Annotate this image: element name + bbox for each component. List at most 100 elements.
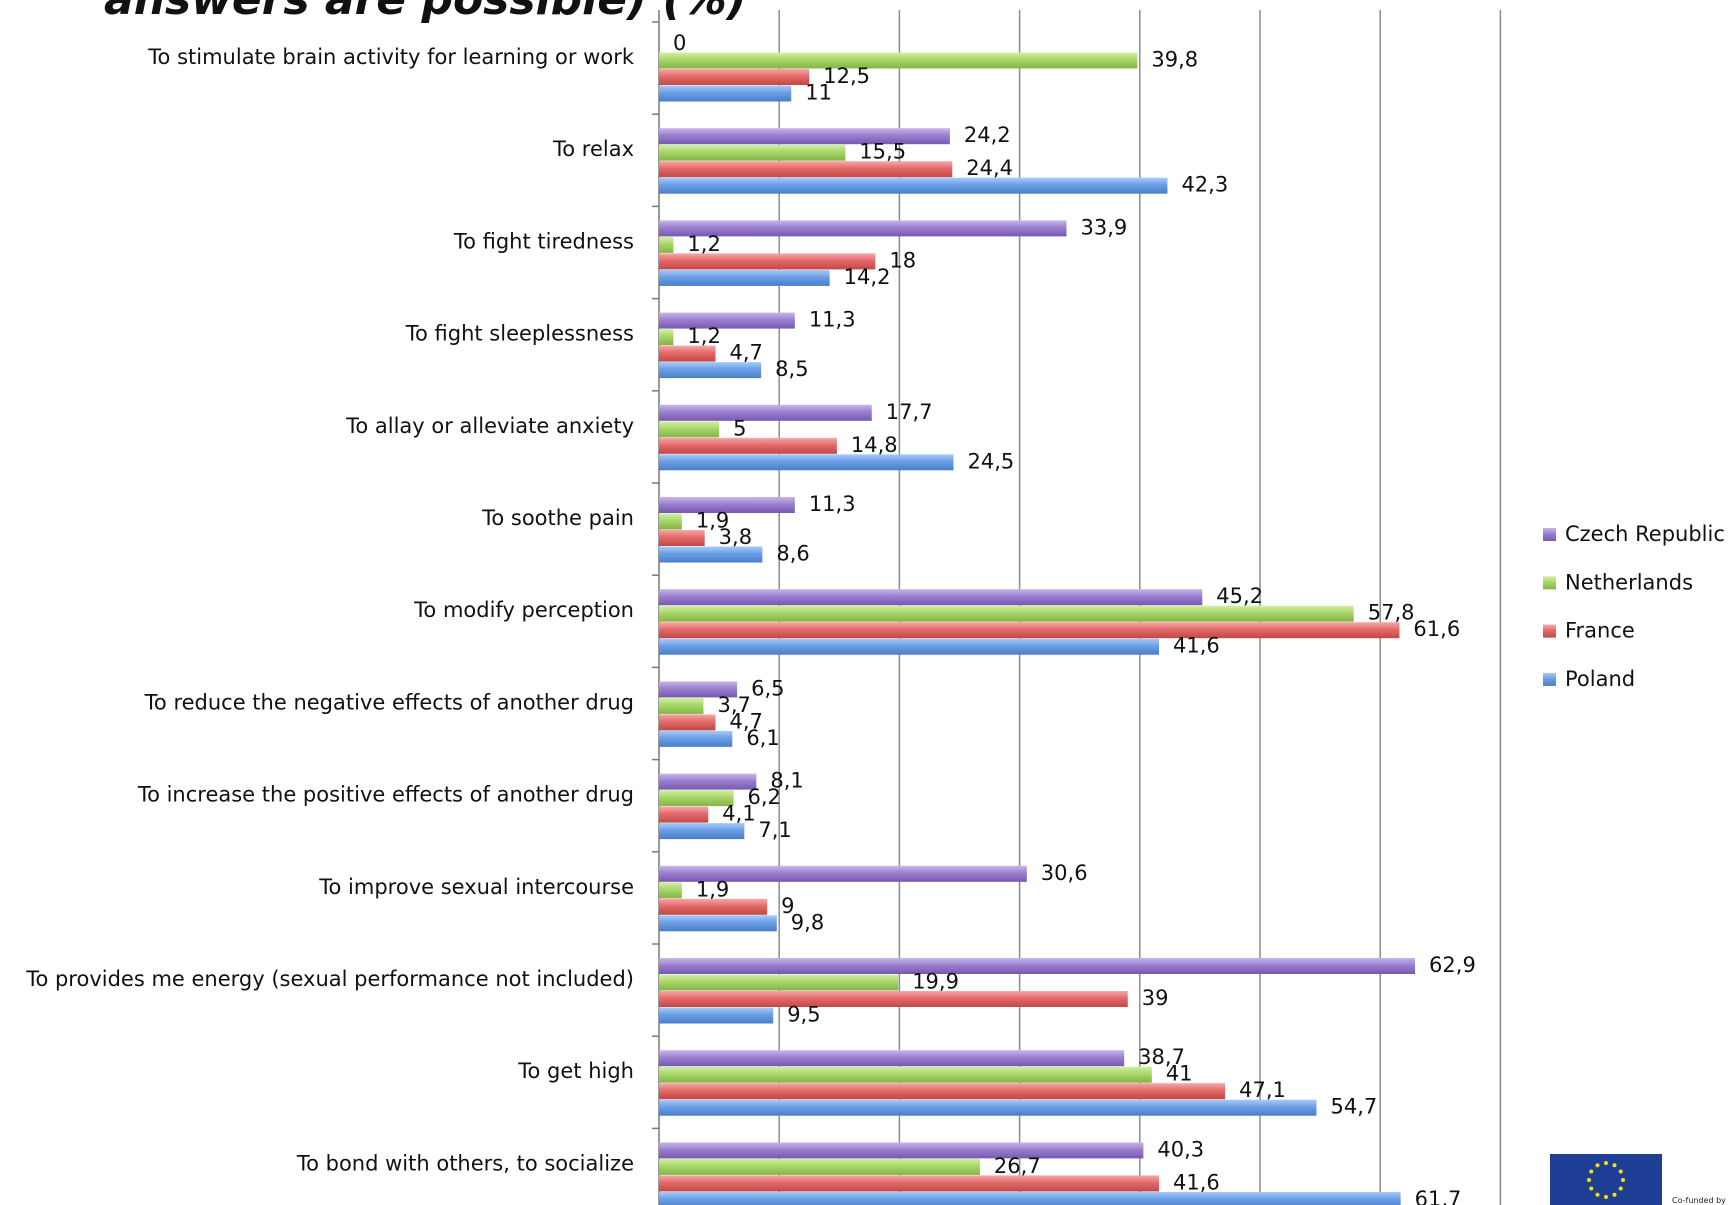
category-label-to-stimulate-brain-activity-for-learning-or-work: To stimulate brain activity for learning… [147,45,635,69]
bar-france-to-soothe-pain [659,530,705,546]
bar-netherlands-to-fight-tiredness [659,236,674,253]
value-label-poland-to-get-high: 54,7 [1330,1095,1377,1119]
value-label-france-to-modify-perception: 61,6 [1413,617,1460,641]
value-label-czech-republic-to-soothe-pain: 11,3 [809,492,856,516]
legend-swatch-poland [1543,672,1556,686]
bar-netherlands-to-allay-or-alleviate-anxiety [659,421,720,438]
bar-netherlands-to-stimulate-brain-activity-for-learning-or-work [659,52,1138,69]
eu-star [1621,1178,1625,1182]
value-label-netherlands-to-soothe-pain: 1,9 [696,509,729,533]
value-labels: 0 39,8 12,511 24,2 15,5 24,4 42,3 33,9 1,2 1814,2… [673,31,1476,1205]
bar-poland-to-fight-sleeplessness [659,362,762,379]
value-label-poland-to-provides-me-energy-sexual-performance-not-included: 9,5 [787,1003,820,1027]
bar-czech-republic-to-increase-the-positive-effects-of-another-drug [659,773,757,790]
value-label-poland-to-increase-the-positive-effects-of-another-drug: 7,1 [758,818,791,842]
bar-czech-republic-to-fight-sleeplessness [659,312,795,329]
value-label-netherlands-to-relax: 15,5 [859,140,906,164]
category-label-to-provides-me-energy-sexual-performance-not-included: To provides me energy (sexual performanc… [25,967,634,991]
value-label-poland-to-bond-with-others-to-socialize: 61,7 [1415,1187,1462,1205]
bar-france-to-allay-or-alleviate-anxiety [659,437,837,454]
eu-star [1589,1186,1594,1191]
value-label-poland-to-allay-or-alleviate-anxiety: 24,5 [967,449,1014,473]
bar-poland-to-soothe-pain [659,546,763,563]
value-label-france-to-relax: 24,4 [966,156,1013,180]
value-label-czech-republic-to-reduce-the-negative-effects-of-another-drug: 6,5 [751,676,784,700]
eu-stars [1587,1161,1625,1199]
eu-star [1612,1163,1617,1168]
bar-poland-to-modify-perception [659,638,1160,655]
eu-star [1604,1161,1608,1165]
bar-poland-to-increase-the-positive-effects-of-another-drug [659,823,745,840]
eu-logo: Co-funded by [1550,1154,1726,1205]
value-label-netherlands-to-fight-tiredness: 1,2 [687,232,720,256]
bar-netherlands-to-soothe-pain [659,513,682,530]
bar-poland-to-relax [659,177,1168,194]
value-label-netherlands-to-get-high: 41 [1166,1062,1193,1086]
eu-star [1595,1192,1600,1197]
value-label-france-to-get-high: 47,1 [1239,1078,1286,1102]
value-label-czech-republic-to-fight-sleeplessness: 11,3 [809,308,856,332]
value-label-france-to-soothe-pain: 3,8 [719,525,752,549]
eu-star [1595,1163,1600,1168]
chart-title: answers are possible) (%) [104,0,747,25]
bar-netherlands-to-increase-the-positive-effects-of-another-drug [659,790,734,807]
bar-poland-to-reduce-the-negative-effects-of-another-drug [659,730,733,747]
value-label-netherlands-to-reduce-the-negative-effects-of-another-drug: 3,7 [717,693,750,717]
bar-netherlands-to-relax [659,144,846,161]
category-label-to-allay-or-alleviate-anxiety: To allay or alleviate anxiety [345,414,634,438]
value-label-czech-republic-to-modify-perception: 45,2 [1216,584,1263,608]
category-label-to-fight-tiredness: To fight tiredness [453,229,634,253]
bar-czech-republic-to-improve-sexual-intercourse [659,865,1027,882]
legend-label-netherlands: Netherlands [1565,570,1693,594]
value-label-france-to-allay-or-alleviate-anxiety: 14,8 [851,433,898,457]
eu-star [1618,1186,1623,1191]
value-label-poland-to-fight-sleeplessness: 8,5 [775,357,808,381]
eu-star [1589,1169,1594,1174]
value-label-netherlands-to-bond-with-others-to-socialize: 26,7 [994,1154,1041,1178]
value-label-france-to-fight-tiredness: 18 [889,248,916,272]
legend-swatch-france [1543,624,1556,638]
legend-label-poland: Poland [1565,667,1635,691]
eu-star [1587,1178,1591,1182]
legend: Czech Republic Netherlands France Poland [1543,522,1725,691]
value-label-netherlands-to-fight-sleeplessness: 1,2 [687,324,720,348]
eu-star [1618,1169,1623,1174]
category-label-to-increase-the-positive-effects-of-another-drug: To increase the positive effects of anot… [137,783,634,807]
bar-france-to-reduce-the-negative-effects-of-another-drug [659,714,716,731]
bar-netherlands-to-reduce-the-negative-effects-of-another-drug [659,697,704,714]
eu-caption: Co-funded by [1672,1196,1726,1205]
value-label-france-to-stimulate-brain-activity-for-learning-or-work: 12,5 [823,64,870,88]
value-label-poland-to-relax: 42,3 [1181,173,1228,197]
bar-netherlands-to-modify-perception [659,605,1354,622]
bar-czech-republic-to-provides-me-energy-sexual-performance-not-included [659,958,1416,974]
value-label-netherlands-to-stimulate-brain-activity-for-learning-or-work: 39,8 [1151,48,1198,72]
value-label-france-to-provides-me-energy-sexual-performance-not-included: 39 [1142,986,1169,1010]
bar-poland-to-stimulate-brain-activity-for-learning-or-work [659,85,792,102]
bar-poland-to-fight-tiredness [659,269,830,286]
value-label-poland-to-soothe-pain: 8,6 [776,542,809,566]
value-label-france-to-fight-sleeplessness: 4,7 [729,341,762,365]
bar-czech-republic-to-bond-with-others-to-socialize [659,1142,1144,1159]
legend-label-france: France [1565,619,1635,643]
bar-france-to-modify-perception [659,622,1400,639]
category-label-to-improve-sexual-intercourse: To improve sexual intercourse [318,875,634,899]
bar-czech-republic-to-soothe-pain [659,497,795,513]
value-label-netherlands-to-modify-perception: 57,8 [1368,601,1415,625]
value-label-netherlands-to-provides-me-energy-sexual-performance-not-included: 19,9 [912,970,959,994]
legend-swatch-netherlands [1543,576,1556,590]
category-label-to-soothe-pain: To soothe pain [481,506,634,530]
value-label-poland-to-stimulate-brain-activity-for-learning-or-work: 11 [805,81,832,105]
eu-star [1604,1195,1608,1199]
value-label-poland-to-modify-perception: 41,6 [1173,634,1220,658]
value-label-france-to-reduce-the-negative-effects-of-another-drug: 4,7 [729,709,762,733]
bar-france-to-relax [659,161,953,178]
value-label-czech-republic-to-increase-the-positive-effects-of-another-drug: 8,1 [770,769,803,793]
bar-netherlands-to-improve-sexual-intercourse [659,882,682,899]
bar-poland-to-get-high [659,1099,1317,1116]
value-label-czech-republic-to-allay-or-alleviate-anxiety: 17,7 [886,400,933,424]
value-label-france-to-bond-with-others-to-socialize: 41,6 [1173,1170,1220,1194]
bar-netherlands-to-get-high [659,1066,1152,1083]
bar-czech-republic-to-reduce-the-negative-effects-of-another-drug [659,681,738,698]
legend-label-czech-republic: Czech Republic [1565,522,1725,546]
category-label-to-fight-sleeplessness: To fight sleeplessness [405,322,634,346]
